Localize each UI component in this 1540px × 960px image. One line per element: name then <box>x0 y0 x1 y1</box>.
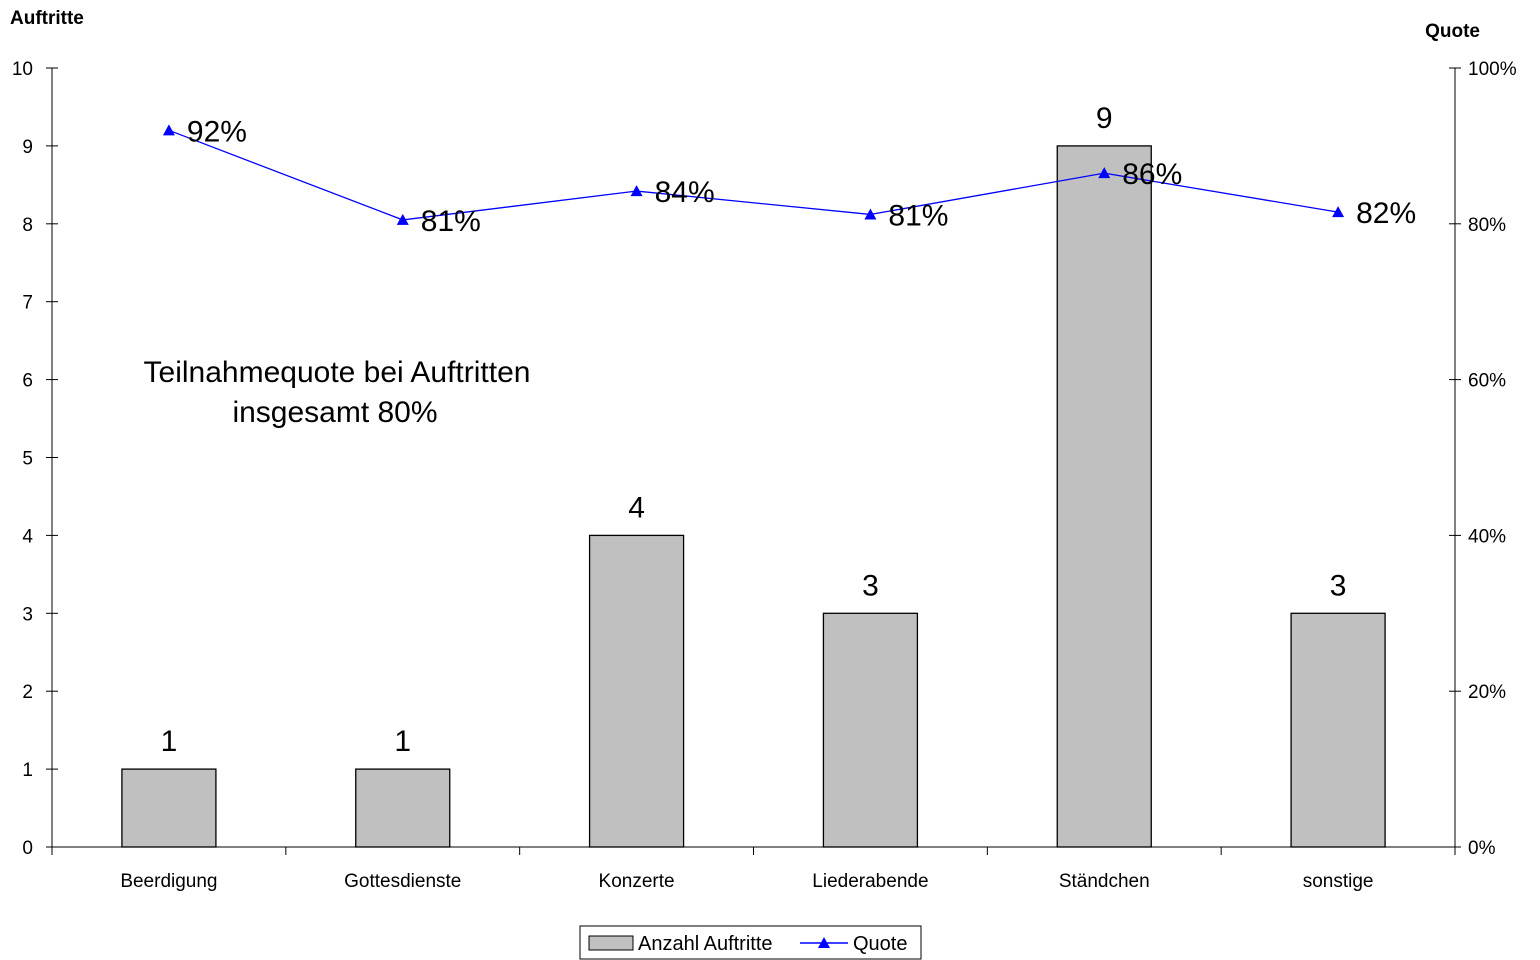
data-labels: 1 1 4 3 9 3 92% 81% 84% 81% 86% 82% <box>161 102 1417 758</box>
quote-point <box>630 185 643 197</box>
bar-sonstige <box>1290 612 1386 848</box>
left-tick-label: 3 <box>22 604 33 625</box>
quote-point <box>1332 206 1345 218</box>
quote-value-label: 82% <box>1356 197 1416 230</box>
category-label: Gottesdienste <box>344 871 461 892</box>
category-label: Konzerte <box>599 871 675 892</box>
quote-value-label: 86% <box>1122 158 1182 191</box>
quote-point <box>162 124 175 136</box>
legend-label-quote: Quote <box>853 933 907 955</box>
bar-value-label: 3 <box>862 569 879 602</box>
left-tick-label: 9 <box>22 137 33 158</box>
bar-beerdigung <box>121 768 217 848</box>
category-label: Beerdigung <box>120 871 217 892</box>
bar-ständchen <box>1056 145 1152 848</box>
quote-value-label: 81% <box>888 199 948 232</box>
left-tick-label: 8 <box>22 215 33 236</box>
quote-point <box>396 213 409 225</box>
quote-point <box>864 208 877 220</box>
legend-swatch-marker <box>818 937 830 948</box>
left-tick-label: 2 <box>22 682 33 703</box>
quote-value-label: 84% <box>655 176 715 209</box>
legend: Anzahl Auftritte Quote <box>579 925 922 960</box>
legend-label-bars: Anzahl Auftritte <box>638 933 773 955</box>
bar-series <box>121 145 1386 848</box>
right-tick-label: 20% <box>1468 682 1506 703</box>
quote-line <box>168 129 1339 221</box>
quote-value-label: 81% <box>421 205 481 238</box>
category-label: Liederabende <box>812 871 928 892</box>
left-tick-label: 7 <box>22 293 33 314</box>
legend-box <box>579 925 922 960</box>
bar-liederabende <box>822 612 919 848</box>
left-tick-label: 6 <box>22 371 33 392</box>
bar-value-label: 1 <box>161 725 178 758</box>
left-tick-label: 4 <box>22 526 33 547</box>
right-tick-label: 60% <box>1468 371 1506 392</box>
bar-value-label: 4 <box>628 491 645 524</box>
bar-gottesdienste <box>355 768 451 848</box>
right-axis-title: Quote <box>1425 21 1480 42</box>
left-tick-label: 0 <box>22 838 33 859</box>
left-tick-label: 10 <box>12 59 33 80</box>
annotation-line-2: insgesamt 80% <box>232 396 437 429</box>
right-tick-label: 80% <box>1468 215 1506 236</box>
bar-value-label: 9 <box>1096 102 1113 135</box>
left-tick-label: 1 <box>22 760 33 781</box>
left-axis-title: Auftritte <box>10 8 84 29</box>
left-tick-label: 5 <box>22 449 33 470</box>
right-tick-label: 40% <box>1468 526 1506 547</box>
right-tick-label: 0% <box>1468 838 1496 859</box>
right-tick-label: 100% <box>1468 59 1517 80</box>
bar-konzerte <box>588 534 685 848</box>
quote-point <box>1098 167 1111 179</box>
bar-value-label: 1 <box>394 725 411 758</box>
category-label: sonstige <box>1303 871 1374 892</box>
quote-value-label: 92% <box>187 115 247 148</box>
axes: 0123456789100%20%40%60%80%100%Beerdigung… <box>12 59 1517 892</box>
quote-series <box>162 124 1345 225</box>
category-label: Ständchen <box>1059 871 1150 892</box>
annotation-line-1: Teilnahmequote bei Auftritten <box>144 356 531 389</box>
bar-value-label: 3 <box>1330 569 1347 602</box>
legend-swatch-bars <box>588 935 634 951</box>
